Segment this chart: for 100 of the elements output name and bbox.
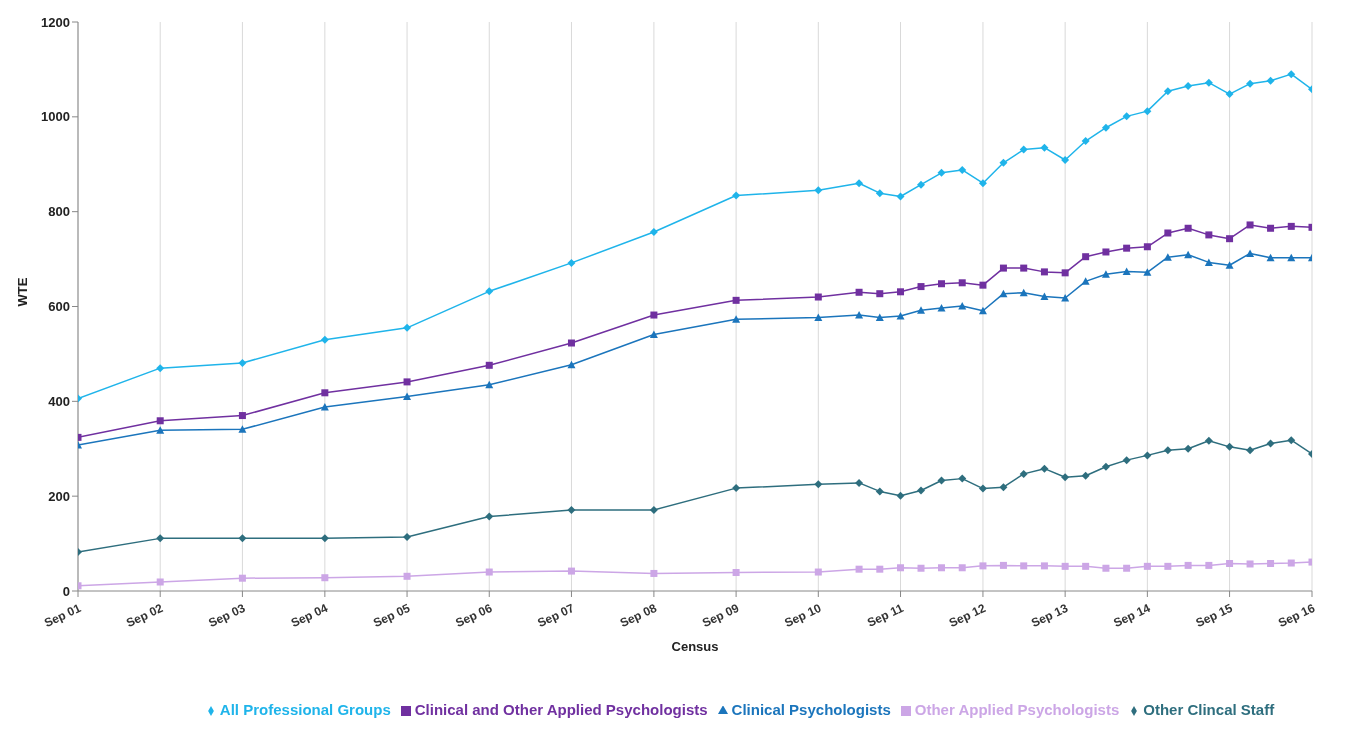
point: [1040, 292, 1049, 301]
point: [1082, 562, 1090, 570]
legend-label: Clinical Psychologists: [731, 701, 891, 718]
x-tick-label: Sep 15: [1193, 600, 1235, 631]
y-tick-label: 200: [48, 488, 70, 504]
point: [1287, 222, 1295, 230]
point: [937, 476, 946, 485]
y-tick-label: 600: [48, 299, 70, 315]
point: [875, 313, 884, 321]
point: [567, 505, 576, 514]
point: [937, 168, 946, 177]
legend-label: Other Applied Psychologists: [914, 701, 1120, 718]
x-tick-label: Sep 11: [865, 600, 906, 630]
point: [1184, 224, 1192, 232]
point: [321, 574, 329, 582]
point: [1163, 253, 1172, 261]
point: [958, 302, 967, 310]
point: [876, 565, 884, 573]
point: [1267, 560, 1275, 567]
point: [1287, 559, 1295, 567]
point: [1102, 248, 1110, 256]
point: [1204, 436, 1213, 445]
point: [896, 491, 905, 500]
legend-label: Other Clincal Staff: [1143, 701, 1275, 718]
point: [1040, 562, 1048, 570]
point: [732, 191, 741, 200]
point: [1122, 112, 1131, 121]
point: [649, 330, 658, 338]
point: [999, 561, 1007, 569]
point: [1184, 561, 1192, 569]
point: [567, 258, 576, 267]
y-axis-title: WTE: [14, 277, 30, 307]
point: [732, 296, 740, 304]
point: [1019, 469, 1028, 478]
point: [876, 290, 884, 298]
point: [1184, 82, 1193, 91]
point: [1184, 444, 1193, 453]
point: [958, 279, 966, 287]
point: [1081, 471, 1090, 480]
point: [1143, 562, 1151, 570]
point: [1226, 235, 1234, 243]
point: [1123, 564, 1131, 572]
point: [1246, 79, 1255, 88]
y-tick-label: 800: [48, 204, 70, 220]
point: [1143, 268, 1152, 276]
point: [897, 564, 905, 572]
point: [814, 480, 823, 489]
point: [403, 378, 411, 386]
point: [320, 534, 329, 543]
point: [1163, 87, 1172, 96]
x-tick-label: Sep 16: [1275, 600, 1318, 631]
y-tick-label: 400: [48, 393, 70, 409]
point: [238, 425, 247, 433]
point: [1287, 253, 1296, 262]
point: [1267, 224, 1275, 232]
point: [1122, 456, 1131, 465]
point: [485, 380, 494, 389]
point: [403, 323, 412, 332]
point: [485, 568, 493, 576]
point: [238, 412, 246, 420]
legend-label: Clinical and Other Applied Psychologists: [414, 701, 708, 718]
point: [238, 358, 247, 367]
point: [732, 315, 741, 323]
point: [1287, 70, 1296, 79]
point: [485, 287, 494, 296]
point: [1225, 261, 1234, 269]
point: [896, 192, 905, 201]
point: [814, 313, 823, 321]
point: [1081, 277, 1090, 285]
point: [1061, 155, 1070, 164]
point: [156, 426, 165, 434]
point: [999, 158, 1008, 167]
x-tick-label: Sep 07: [535, 600, 577, 631]
point: [814, 568, 822, 576]
point: [1163, 446, 1172, 455]
point: [1101, 462, 1110, 471]
point: [1019, 145, 1028, 154]
point: [567, 360, 576, 369]
point: [1019, 288, 1028, 297]
x-tick-label: Sep 06: [453, 600, 495, 631]
point: [1204, 78, 1213, 87]
x-tick-label: Sep 01: [41, 600, 84, 631]
point: [855, 565, 863, 573]
x-tick-label: Sep 08: [617, 600, 660, 631]
point: [1164, 229, 1172, 237]
point: [958, 564, 966, 572]
x-tick-label: Sep 03: [206, 600, 248, 631]
point: [1123, 244, 1131, 252]
point: [567, 339, 575, 347]
point: [999, 289, 1008, 298]
point: [1101, 123, 1110, 132]
x-tick-label: Sep 10: [782, 600, 824, 631]
x-tick-label: Sep 05: [371, 600, 413, 631]
point: [1122, 267, 1131, 275]
legend-label: All Professional Groups: [219, 701, 391, 718]
point: [1204, 258, 1213, 266]
point: [1246, 221, 1254, 229]
point: [320, 335, 329, 344]
x-axis-title: Census: [671, 639, 719, 654]
point: [1040, 143, 1049, 152]
